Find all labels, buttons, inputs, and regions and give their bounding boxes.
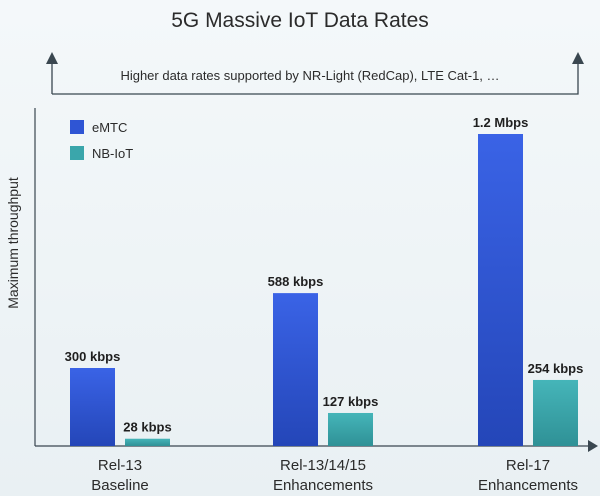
value-label-emtc-1: 300 kbps xyxy=(65,349,121,364)
arrow-up-left-icon xyxy=(46,52,58,64)
category-labels-group: Rel-13 Baseline Rel-13/14/15 Enhancements Re… xyxy=(91,457,578,494)
legend: eMTC NB-IoT xyxy=(70,120,133,161)
legend-swatch-emtc xyxy=(70,120,84,134)
legend-label-emtc: eMTC xyxy=(92,120,127,135)
chart-title: 5G Massive IoT Data Rates xyxy=(171,9,429,32)
bar-nbiot-1 xyxy=(125,438,170,446)
bracket-line xyxy=(51,60,579,95)
bar-nbiot-2 xyxy=(328,412,373,446)
bar-emtc-2 xyxy=(273,293,318,446)
annotation-text: Higher data rates supported by NR-Light … xyxy=(120,68,499,83)
category-label-2-line2: Enhancements xyxy=(273,477,373,494)
legend-swatch-nbiot xyxy=(70,146,84,160)
category-label-3-line2: Enhancements xyxy=(478,477,578,494)
arrow-up-right-icon xyxy=(572,52,584,64)
category-label-1-line1: Rel-13 xyxy=(98,457,142,474)
annotation-bracket xyxy=(51,60,579,95)
category-label-1-line2: Baseline xyxy=(91,477,149,494)
value-labels-group: 300 kbps 28 kbps 588 kbps 127 kbps 1.2 Mbps 2… xyxy=(65,115,584,435)
value-label-emtc-3: 1.2 Mbps xyxy=(473,115,529,130)
value-label-nbiot-1: 28 kbps xyxy=(123,420,171,435)
legend-label-nbiot: NB-IoT xyxy=(92,146,133,161)
value-label-nbiot-3: 254 kbps xyxy=(528,361,584,376)
bar-emtc-1 xyxy=(70,368,115,446)
bar-nbiot-3 xyxy=(533,379,578,446)
bars-group xyxy=(70,134,578,446)
value-label-emtc-2: 588 kbps xyxy=(268,274,324,289)
value-label-nbiot-2: 127 kbps xyxy=(323,394,379,409)
x-axis-arrow-icon xyxy=(588,440,598,452)
bar-emtc-3 xyxy=(478,134,523,446)
category-label-2-line1: Rel-13/14/15 xyxy=(280,457,366,474)
category-label-3-line1: Rel-17 xyxy=(506,457,550,474)
y-axis-label: Maximum throughput xyxy=(5,177,21,309)
